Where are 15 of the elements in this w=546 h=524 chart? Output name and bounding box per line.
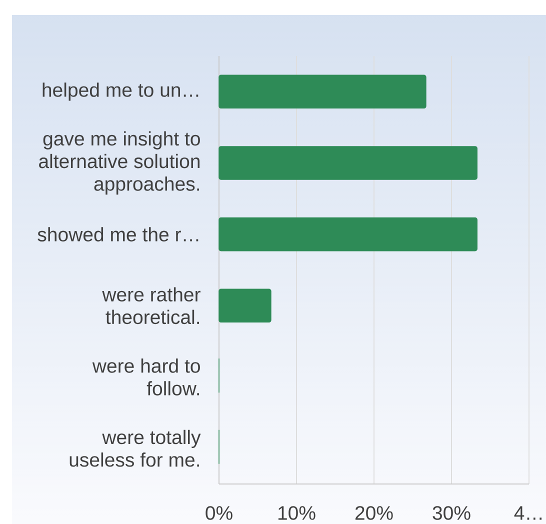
bar (218, 74, 426, 109)
bar (218, 146, 478, 180)
y-tick-label: were rather theoretical. (102, 287, 200, 324)
y-tick-label: were hard to follow. (92, 358, 200, 396)
bar (218, 217, 478, 252)
x-tick-label: 0% (206, 506, 232, 520)
x-tick-label: 30% (432, 506, 470, 520)
y-tick-label: gave me insight to alternative solution approaches. (39, 131, 200, 195)
x-tick-label: 4… (514, 506, 542, 520)
y-tick-label: were totally useless for me. (70, 430, 201, 467)
bar (218, 288, 272, 323)
y-tick-label: helped me to un… (42, 82, 198, 101)
y-tick-label: showed me the r… (38, 227, 198, 242)
x-tick-label: 10% (278, 506, 316, 520)
x-tick-label: 20% (355, 506, 393, 520)
